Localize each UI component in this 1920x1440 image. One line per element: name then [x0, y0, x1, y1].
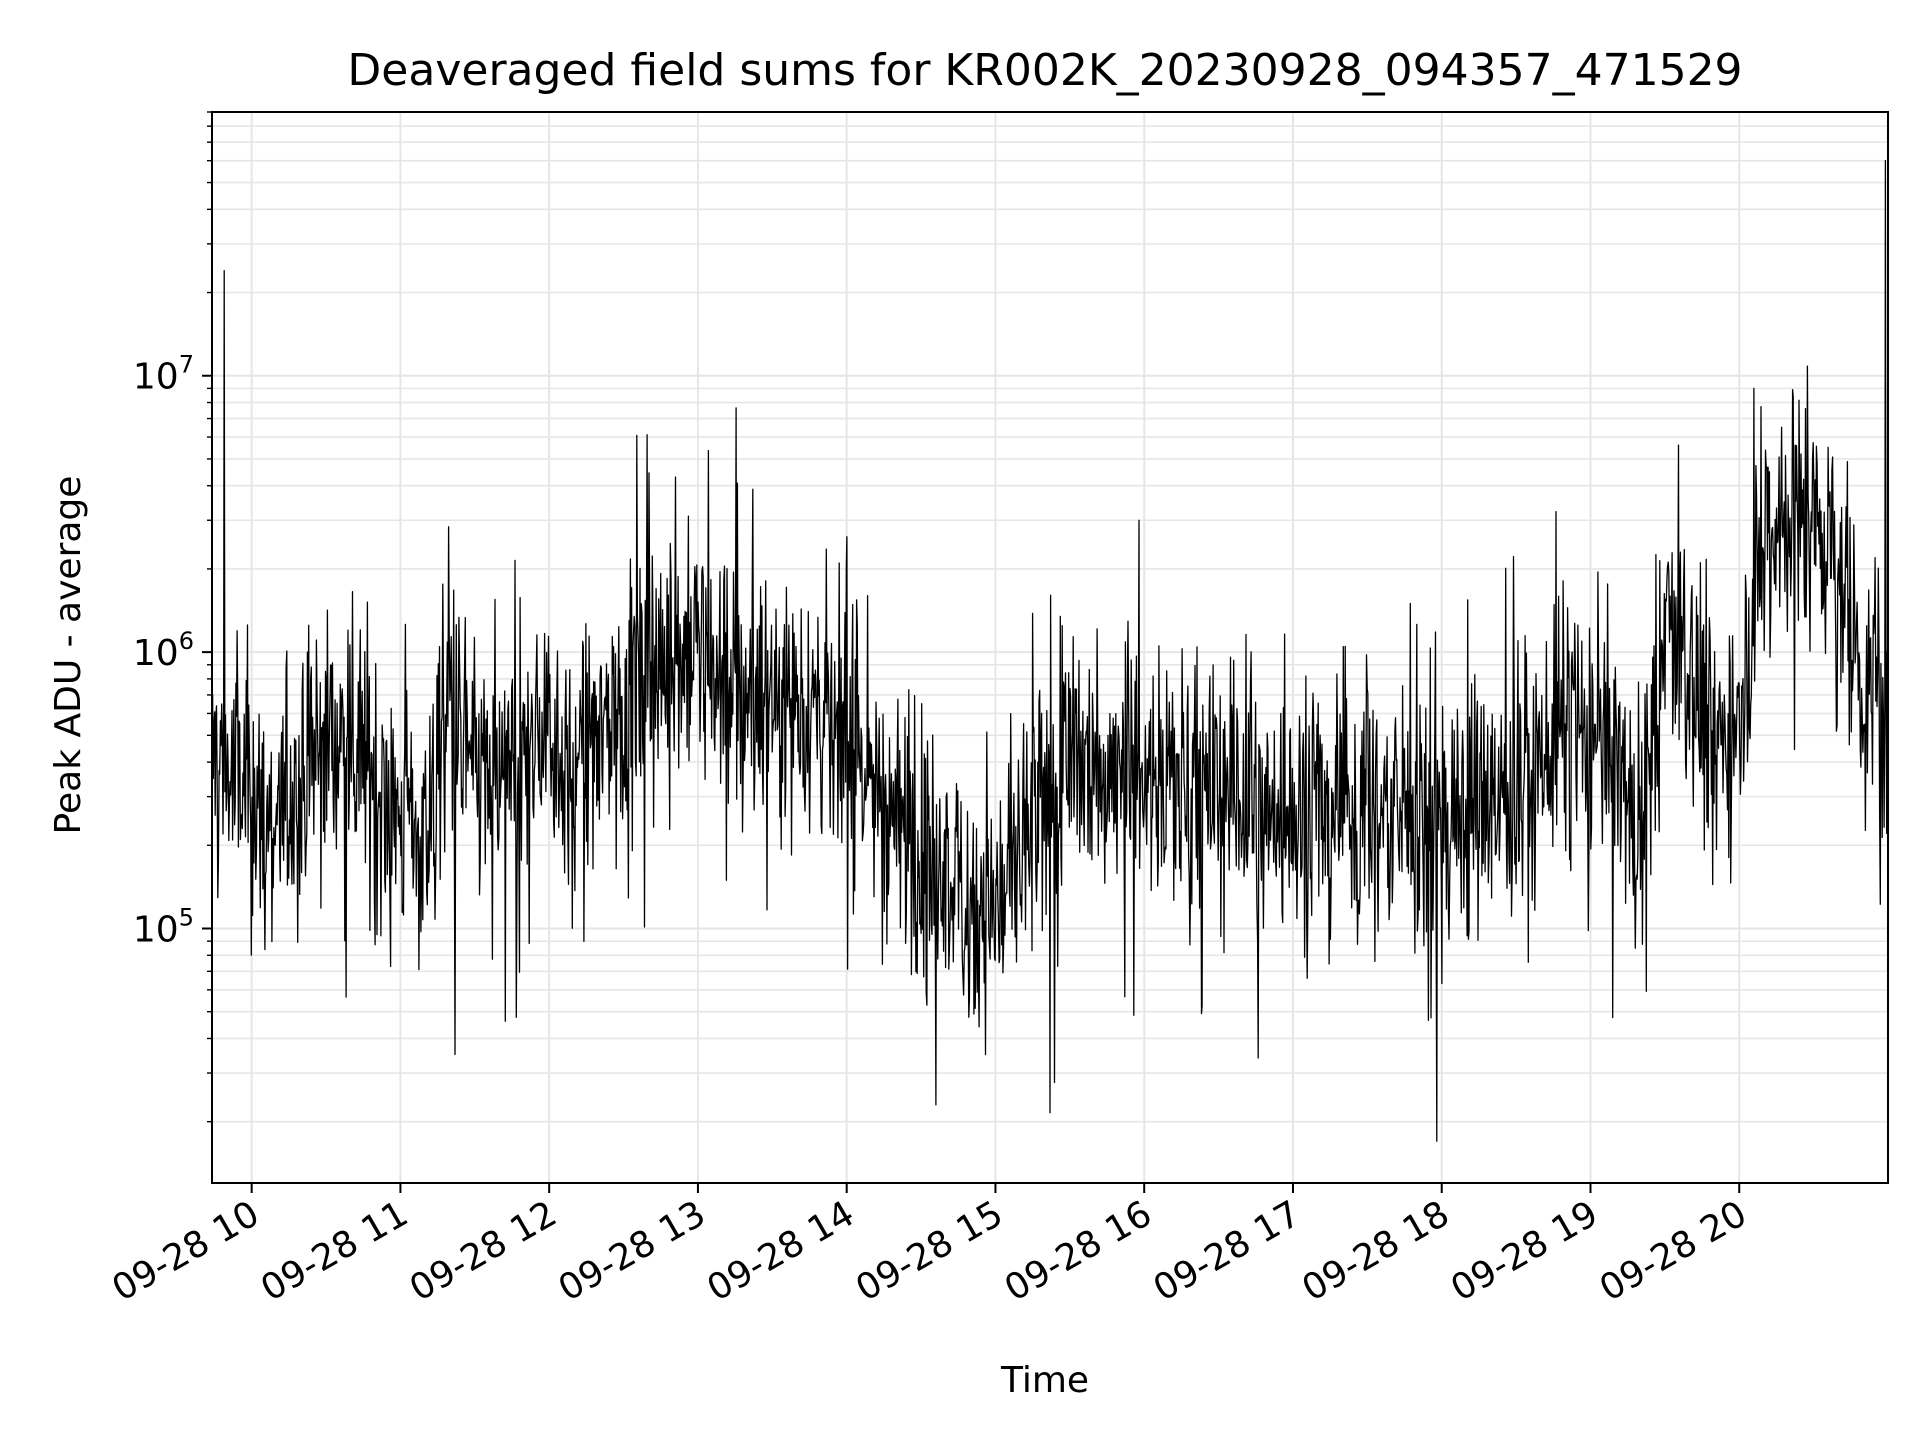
y-tick-exponent: 6	[179, 627, 194, 655]
x-tick-label: 09-28 10	[105, 1193, 266, 1309]
y-tick-label: 107	[133, 351, 194, 398]
x-tick-label: 09-28 11	[254, 1193, 415, 1309]
y-tick-exponent: 5	[179, 904, 194, 932]
y-tick-base: 10	[133, 633, 179, 674]
y-tick-base: 10	[133, 910, 179, 951]
x-tick-label: 09-28 14	[701, 1193, 862, 1309]
x-tick-label: 09-28 19	[1444, 1193, 1605, 1309]
chart-title: Deaveraged field sums for KR002K_2023092…	[347, 45, 1742, 96]
y-tick-base: 10	[133, 357, 179, 398]
x-axis-label: Time	[1000, 1360, 1089, 1401]
plot-frame	[211, 111, 1889, 1184]
x-tick-label: 09-28 16	[998, 1193, 1159, 1309]
x-tick-label: 09-28 20	[1593, 1193, 1754, 1309]
y-tick-label: 106	[133, 627, 194, 674]
x-tick-label: 09-28 13	[552, 1193, 713, 1309]
y-tick-exponent: 7	[179, 351, 194, 379]
x-tick-label: 09-28 12	[403, 1193, 564, 1309]
x-tick-label: 09-28 15	[849, 1193, 1010, 1309]
plot-area-border	[211, 111, 1889, 1184]
y-axis-label: Peak ADU - average	[48, 476, 89, 835]
x-tick-label: 09-28 18	[1296, 1193, 1457, 1309]
x-tick-label: 09-28 17	[1147, 1193, 1308, 1309]
series-layer	[211, 160, 1889, 1142]
series-line	[211, 160, 1889, 1142]
y-tick-label: 105	[133, 904, 194, 951]
